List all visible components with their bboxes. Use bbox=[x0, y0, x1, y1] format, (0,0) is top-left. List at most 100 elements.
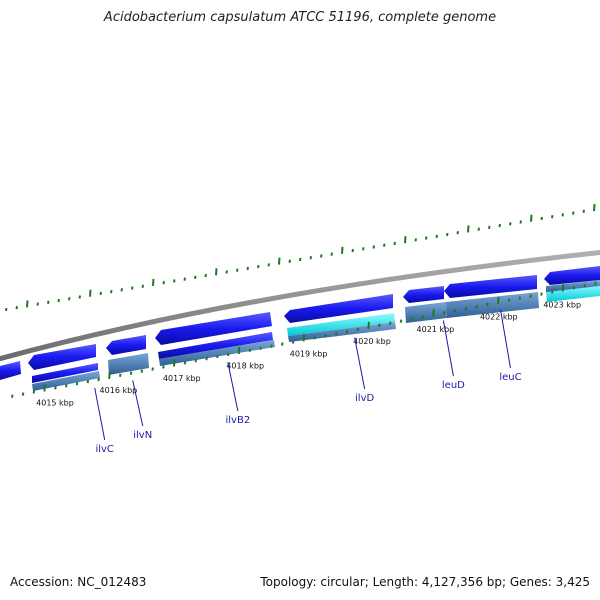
gene-leader-line bbox=[354, 337, 366, 390]
scale-tick bbox=[320, 254, 323, 258]
scale-tick bbox=[11, 394, 14, 398]
scale-tick bbox=[68, 297, 71, 301]
gene-feature bbox=[32, 371, 100, 391]
gene-label: leuD bbox=[442, 380, 465, 391]
scale-tick bbox=[497, 296, 500, 304]
scale-tick bbox=[362, 247, 365, 251]
scale-tick bbox=[302, 334, 306, 342]
scale-tick bbox=[89, 289, 92, 297]
gene-label: ilvN bbox=[133, 430, 152, 441]
cds-feature bbox=[544, 266, 600, 285]
scale-tick bbox=[425, 236, 428, 240]
scale-tick bbox=[65, 384, 68, 388]
scale-tick bbox=[162, 365, 165, 369]
scale-tick bbox=[367, 321, 370, 329]
scale-tick bbox=[583, 284, 586, 288]
cds-feature bbox=[106, 335, 146, 355]
scale-tick bbox=[456, 231, 459, 235]
scale-tick bbox=[421, 315, 424, 319]
cds-feature bbox=[403, 286, 444, 303]
scale-tick bbox=[97, 377, 100, 382]
scale-tick bbox=[443, 311, 446, 315]
cds-feature bbox=[158, 332, 273, 359]
kbp-label: 4023 kbp bbox=[543, 300, 581, 309]
gene-leader-line bbox=[227, 361, 239, 412]
scale-tick bbox=[507, 298, 511, 302]
kbp-scale-labels: 4015 kbp 4016 kbp 4017 kbp 4018 kbp 4019 kbp… bbox=[36, 300, 581, 407]
gene-feature bbox=[108, 353, 149, 375]
scale-tick bbox=[404, 236, 407, 244]
gene-feature bbox=[546, 280, 600, 292]
genome-backbone bbox=[0, 250, 600, 362]
scale-tick bbox=[519, 220, 522, 224]
scale-tick bbox=[173, 359, 176, 367]
scale-tick bbox=[225, 270, 228, 274]
rna-feature bbox=[546, 285, 600, 302]
gene-labels: ilvC ilvN ilvB2 ilvD leuD leuC bbox=[94, 309, 522, 455]
scale-tick bbox=[432, 309, 435, 317]
scale-tick bbox=[383, 243, 386, 247]
map-title: Acidobacterium capsulatum ATCC 51196, co… bbox=[103, 10, 497, 25]
gene-feature bbox=[159, 340, 275, 366]
scale-tick bbox=[288, 259, 291, 263]
scale-tick bbox=[453, 309, 457, 313]
scale-tick bbox=[540, 216, 543, 221]
scale-tick bbox=[32, 390, 36, 394]
scale-tick bbox=[551, 290, 554, 294]
scale-tick bbox=[464, 306, 468, 311]
accession-text: Accession: NC_012483 bbox=[10, 575, 147, 589]
scale-tick bbox=[299, 257, 302, 262]
cds-feature bbox=[155, 312, 272, 345]
cds-feature bbox=[444, 275, 537, 298]
scale-tick bbox=[151, 367, 154, 371]
scale-tick bbox=[446, 232, 449, 237]
scale-tick bbox=[78, 295, 81, 299]
scale-tick bbox=[393, 241, 396, 246]
scale-tick bbox=[86, 379, 90, 384]
outer-tick-row bbox=[5, 203, 596, 312]
scale-tick bbox=[204, 273, 207, 278]
gene-leader-line bbox=[132, 380, 144, 427]
scale-tick bbox=[351, 248, 354, 253]
scale-tick bbox=[378, 323, 381, 327]
scale-tick bbox=[215, 268, 218, 276]
cds-feature bbox=[284, 294, 393, 323]
scale-tick bbox=[183, 361, 187, 365]
scale-tick bbox=[26, 300, 29, 308]
scale-tick bbox=[399, 319, 403, 323]
cds-feature bbox=[32, 363, 98, 383]
scale-tick bbox=[509, 222, 512, 226]
scale-tick bbox=[248, 348, 252, 352]
scale-tick bbox=[236, 268, 239, 272]
scale-tick bbox=[467, 225, 470, 233]
scale-tick bbox=[237, 346, 241, 354]
scale-tick bbox=[335, 331, 338, 336]
scale-tick bbox=[194, 359, 198, 363]
scale-tick bbox=[108, 371, 111, 379]
scale-tick bbox=[36, 302, 39, 306]
inner-tick-row bbox=[11, 281, 597, 398]
scale-tick bbox=[309, 256, 312, 260]
scale-tick bbox=[140, 369, 144, 373]
scale-tick bbox=[389, 321, 392, 325]
scale-tick bbox=[530, 214, 533, 222]
scale-tick bbox=[183, 277, 186, 281]
gene-leader-line bbox=[94, 387, 106, 441]
scale-tick bbox=[345, 329, 349, 334]
scale-tick bbox=[341, 246, 344, 254]
scale-tick bbox=[5, 307, 8, 312]
scale-tick bbox=[572, 286, 576, 290]
scale-tick bbox=[475, 304, 478, 309]
kbp-label: 4020 kbp bbox=[353, 337, 391, 346]
scale-tick bbox=[281, 342, 284, 346]
scale-tick bbox=[572, 211, 575, 215]
scale-tick bbox=[119, 373, 122, 378]
genome-info-text: Topology: circular; Length: 4,127,356 bp… bbox=[260, 575, 590, 589]
scale-tick bbox=[75, 382, 79, 386]
gene-label: ilvB2 bbox=[225, 415, 250, 426]
gene-leader-line bbox=[499, 309, 511, 369]
scale-tick bbox=[330, 252, 333, 256]
kbp-label: 4017 kbp bbox=[163, 374, 201, 383]
scale-tick bbox=[194, 275, 197, 280]
